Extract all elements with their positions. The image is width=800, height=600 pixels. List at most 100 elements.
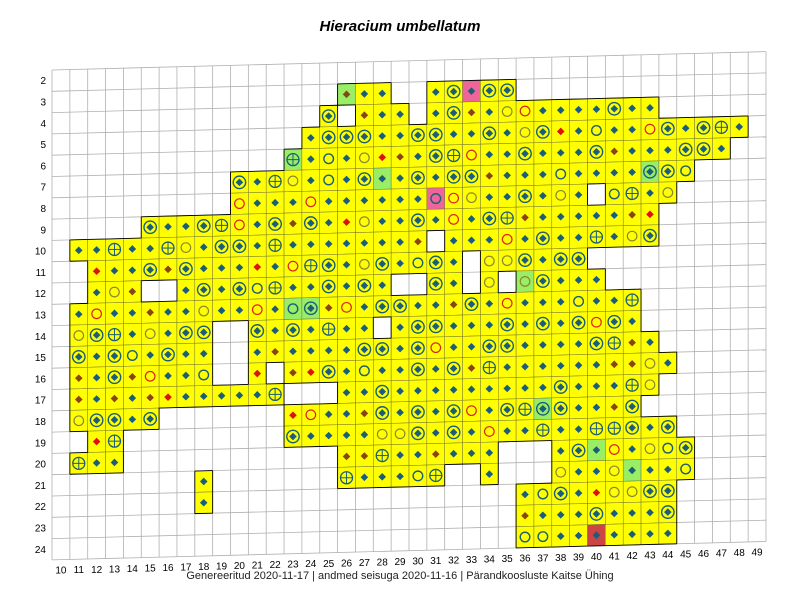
occurrence-marker [521,320,529,328]
occurrence-marker [307,240,315,249]
occurrence-marker [501,233,513,245]
occurrence-marker [109,286,120,298]
occurrence-marker [501,255,513,267]
occurrence-marker [182,392,190,401]
occurrence-marker [235,306,244,314]
occurrence-marker [305,409,317,421]
occurrence-marker [323,153,335,165]
occurrence-marker [555,466,567,478]
map-cell [426,336,445,359]
occurrence-marker [164,329,172,338]
occurrence-marker [268,174,282,189]
occurrence-marker [307,155,315,163]
occurrence-marker [321,130,336,145]
column-label: 14 [127,564,139,575]
occurrence-marker [232,239,247,254]
occurrence-marker [307,347,315,355]
map-cell [194,363,213,387]
map-cell [248,298,267,321]
map-cell [605,182,624,206]
occurrence-marker [539,149,547,157]
occurrence-marker [268,238,282,252]
map-cell [605,459,624,482]
occurrence-marker [556,127,565,136]
occurrence-marker [342,324,351,333]
occurrence-marker [553,252,568,267]
occurrence-marker [430,193,442,205]
occurrence-marker [500,338,515,353]
occurrence-marker [482,126,497,141]
map-cell [676,457,695,481]
occurrence-marker [553,380,568,394]
occurrence-marker [324,197,333,206]
occurrence-marker [503,363,511,371]
occurrence-marker [271,198,279,207]
occurrence-marker [660,164,675,179]
occurrence-marker [396,238,404,246]
occurrence-marker [357,342,372,357]
occurrence-marker [428,127,443,142]
occurrence-marker [449,279,458,288]
occurrence-marker [128,266,137,275]
occurrence-marker [253,178,262,186]
occurrence-marker [357,172,372,187]
row-label: 19 [35,438,47,449]
occurrence-marker [92,288,101,297]
occurrence-marker [396,195,404,204]
occurrence-marker [556,361,565,370]
occurrence-marker [521,235,529,243]
occurrence-marker [217,264,226,272]
occurrence-marker [182,371,190,380]
occurrence-marker [217,391,226,400]
occurrence-marker [467,364,476,372]
column-label: 21 [252,561,264,572]
occurrence-marker [378,174,387,183]
map-cell [283,255,303,278]
occurrence-marker [519,126,531,138]
map-cell [141,365,160,388]
occurrence-marker [501,106,513,117]
occurrence-marker [321,279,336,294]
occurrence-marker [287,260,299,272]
occurrence-marker [660,419,675,434]
column-label: 38 [555,553,567,564]
occurrence-marker [521,171,529,179]
occurrence-marker [396,131,404,140]
occurrence-marker [342,410,351,418]
occurrence-marker [324,240,333,248]
occurrence-marker [411,426,425,441]
occurrence-marker [198,305,210,317]
map-cell [230,213,249,237]
occurrence-marker [574,489,583,497]
map-cell [533,525,553,548]
map-cell [444,186,463,210]
occurrence-marker [375,448,389,463]
occurrence-marker [625,399,640,414]
occurrence-marker [610,147,619,156]
column-label: 33 [466,555,478,566]
occurrence-marker [574,127,583,135]
occurrence-marker [589,336,604,351]
occurrence-marker [182,286,190,294]
occurrence-marker [485,406,494,414]
occurrence-marker [482,360,496,375]
occurrence-marker [253,391,262,399]
occurrence-marker [646,189,654,197]
occurrence-marker [556,447,565,455]
occurrence-marker [643,164,657,179]
occurrence-marker [164,308,172,316]
occurrence-marker [500,83,515,98]
occurrence-marker [539,298,547,307]
occurrence-marker [646,104,654,112]
occurrence-marker [375,384,390,399]
occurrence-marker [110,309,119,318]
occurrence-marker [74,395,83,404]
occurrence-marker [482,83,497,98]
occurrence-marker [199,349,208,358]
occurrence-marker [396,323,404,332]
occurrence-marker [428,149,443,163]
occurrence-marker [268,387,282,402]
occurrence-marker [431,88,440,96]
occurrence-marker [503,427,511,435]
occurrence-marker [446,404,461,418]
